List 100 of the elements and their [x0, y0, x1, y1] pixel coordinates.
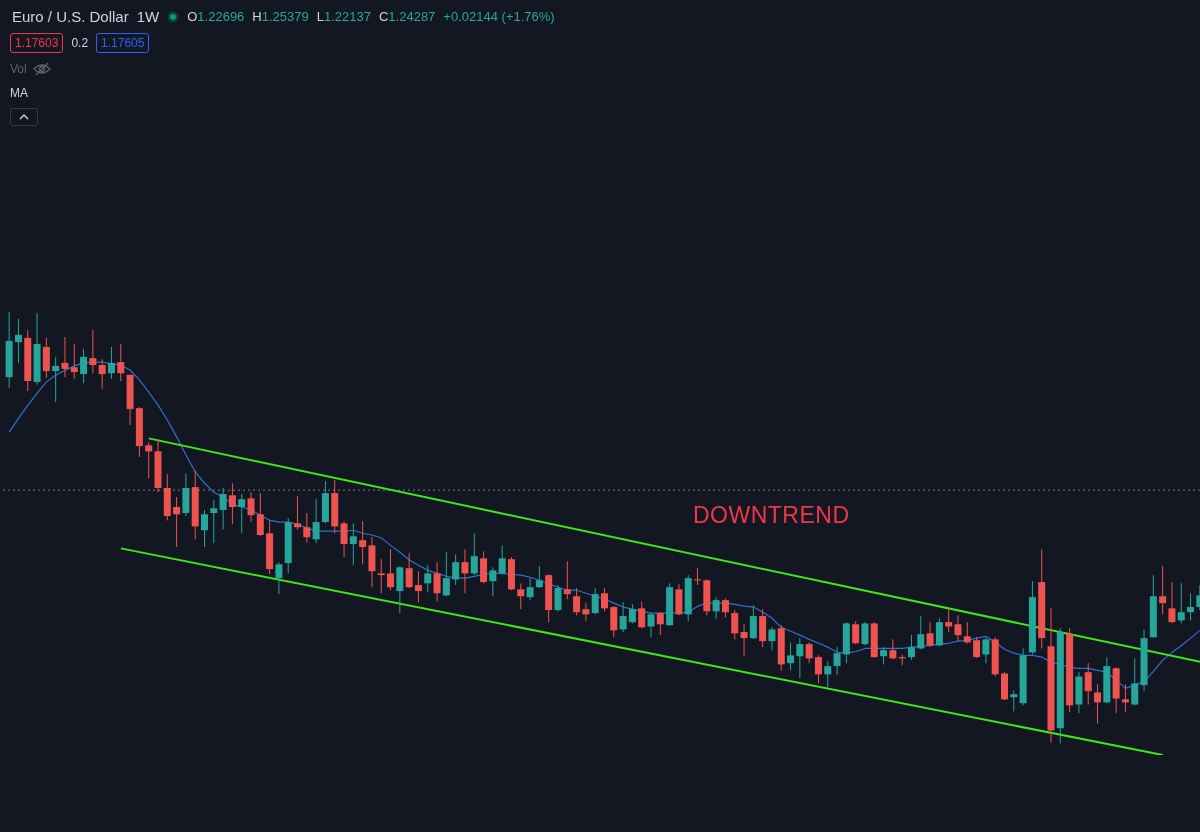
text: Vol [10, 62, 27, 76]
candlestick [935, 617, 943, 647]
text: O1.22696 [187, 9, 245, 24]
candlestick [275, 561, 283, 595]
candlestick [387, 548, 395, 591]
candlestick [526, 577, 534, 601]
candlestick [749, 604, 757, 640]
candlestick [247, 491, 255, 523]
text: 1.17603 [10, 33, 64, 53]
candlestick [1187, 592, 1195, 621]
candlestick [1010, 689, 1018, 712]
candlestick [201, 509, 208, 548]
candlestick [303, 512, 311, 543]
candlestick [14, 318, 22, 364]
candlestick [405, 552, 413, 589]
candlestick [470, 532, 478, 576]
candlestick [963, 621, 971, 644]
candlestick [1177, 582, 1185, 624]
candlestick [889, 638, 897, 660]
candlestick [926, 621, 934, 648]
candlestick [731, 609, 739, 640]
candlestick [1131, 657, 1139, 706]
candlestick [796, 637, 804, 679]
candlestick [228, 482, 236, 525]
candlestick [712, 596, 720, 620]
text: H1.25379 [252, 9, 309, 24]
candlestick [563, 560, 571, 600]
candlestick [852, 620, 860, 645]
candlestick [173, 496, 181, 548]
candlestick [601, 587, 608, 612]
candlestick [396, 565, 404, 614]
candlestick [907, 634, 915, 661]
candlestick [70, 343, 78, 380]
text: L1.22137 [316, 9, 371, 24]
candlestick [238, 493, 246, 534]
candlestick [833, 646, 841, 676]
text: 1.17605 [96, 33, 150, 53]
candlestick [619, 601, 627, 633]
text: MA [10, 86, 28, 100]
candlestick [442, 551, 450, 597]
candlestick [498, 544, 506, 575]
candlestick [610, 605, 618, 638]
candlestick [80, 348, 88, 384]
candlestick [480, 550, 488, 584]
candlestick [982, 637, 990, 664]
candlestick [312, 498, 320, 544]
candlestick [1121, 683, 1129, 713]
candlestick [210, 499, 218, 544]
candlestick [98, 358, 106, 390]
candlestick [424, 564, 432, 593]
candlestick [1094, 683, 1102, 725]
candlestick [721, 597, 729, 618]
candlestick [349, 522, 357, 566]
candlestick [414, 570, 422, 603]
text: +0.02144 (+1.76%) [443, 9, 555, 24]
candlestick [824, 660, 832, 688]
candlestick [554, 584, 562, 612]
annotation: DOWNTREND [693, 502, 850, 529]
candlestick [628, 603, 636, 624]
candlestick [452, 553, 460, 586]
chart-subtitle: 1W [136, 8, 160, 25]
candlestick [359, 520, 367, 565]
candlestick [219, 487, 227, 530]
candlestick [61, 336, 69, 378]
candlestick [814, 654, 822, 684]
candlestick [647, 612, 655, 638]
candlestick [582, 602, 590, 622]
candlestick [573, 587, 581, 616]
candlestick [740, 623, 748, 657]
candlestick [861, 621, 869, 646]
candlestick [805, 641, 813, 664]
candlestick [145, 441, 153, 479]
candlestick [591, 587, 599, 615]
candlestick [945, 607, 953, 633]
candlestick [340, 520, 348, 558]
candlestick [461, 548, 469, 594]
candlestick [787, 641, 795, 671]
candlestick [535, 565, 543, 589]
candlestick [1159, 565, 1167, 615]
candlestick [489, 566, 497, 597]
candlestick [107, 346, 115, 380]
candlestick [656, 611, 664, 636]
candlestick [768, 626, 776, 651]
candlestick [973, 636, 981, 659]
candlestick [89, 329, 97, 374]
candlestick [517, 582, 525, 610]
candlestick [256, 492, 264, 537]
candlestick [377, 558, 385, 594]
chart-title: Euro / U.S. Dollar [12, 8, 129, 25]
candlestick [954, 614, 962, 642]
candlestick [294, 495, 302, 530]
candlestick [1168, 581, 1176, 624]
candlestick [117, 343, 125, 382]
text: C1.24287 [378, 9, 436, 24]
candlestick [694, 567, 702, 586]
candlestick [433, 561, 441, 602]
candlestick [52, 356, 60, 403]
candlestick [638, 600, 646, 629]
candlestick [1084, 662, 1092, 706]
text: 0.2 [71, 36, 89, 50]
